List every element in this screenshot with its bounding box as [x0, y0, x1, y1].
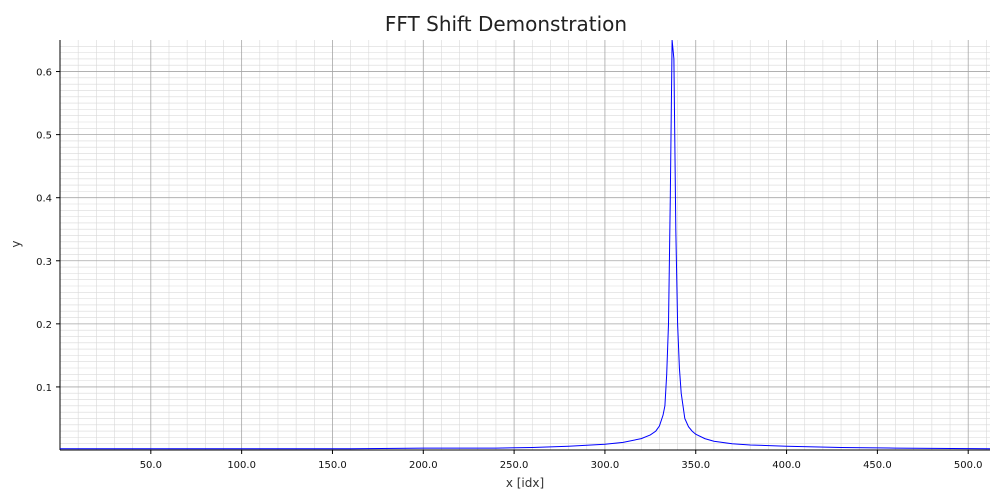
- y-tick-label: 0.5: [36, 131, 52, 142]
- x-axis-label: x [idx]: [506, 476, 544, 490]
- y-axis-label: y: [9, 240, 23, 247]
- x-tick-label: 350.0: [681, 460, 710, 471]
- major-grid: [60, 40, 990, 450]
- x-tick-label: 150.0: [318, 460, 347, 471]
- y-tick-label: 0.3: [36, 257, 52, 268]
- y-tick-label: 0.2: [36, 320, 52, 331]
- y-tick-label: 0.6: [36, 68, 52, 79]
- x-tick-label: 400.0: [772, 460, 801, 471]
- x-tick-label: 250.0: [500, 460, 529, 471]
- y-tick-label: 0.1: [36, 383, 52, 394]
- y-tick-label: 0.4: [36, 194, 52, 205]
- data-series-line: [60, 39, 991, 450]
- x-tick-label: 450.0: [863, 460, 892, 471]
- x-tick-label: 200.0: [409, 460, 438, 471]
- x-tick-label: 300.0: [591, 460, 620, 471]
- chart-title: FFT Shift Demonstration: [385, 12, 627, 36]
- x-tick-label: 500.0: [954, 460, 983, 471]
- minor-grid: [60, 40, 990, 450]
- x-tick-label: 100.0: [227, 460, 256, 471]
- plot-line: [60, 39, 991, 450]
- axes: [59, 40, 990, 451]
- y-ticks: 0.1 0.2 0.3 0.4 0.5 0.6: [36, 68, 60, 394]
- x-tick-label: 50.0: [140, 460, 162, 471]
- x-ticks: 50.0 100.0 150.0 200.0 250.0 300.0 350.0 400.0 4…: [140, 450, 983, 471]
